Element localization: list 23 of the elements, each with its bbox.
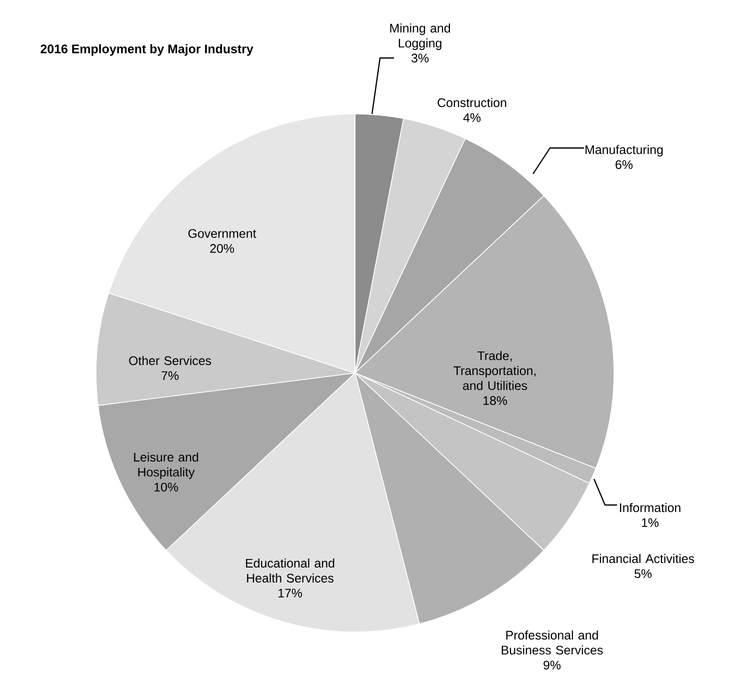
slice-label: Trade, Transportation, and Utilities — [454, 350, 536, 390]
data-label: 9% — [544, 660, 561, 670]
slice-label: Other Services — [129, 356, 212, 366]
data-label: 1% — [642, 518, 659, 528]
slice-label: Financial Activities — [592, 554, 694, 564]
data-label: 17% — [278, 588, 302, 598]
slice-label: Information — [620, 502, 680, 512]
slice-label: Educational and Health Services — [246, 558, 334, 583]
data-label: 5% — [634, 569, 652, 578]
data-label: 10% — [154, 482, 178, 492]
data-label: 3% — [411, 54, 429, 62]
data-label: 7% — [162, 371, 179, 380]
slice-label: Construction — [438, 98, 506, 108]
slice-label: Leisure and Hospitality — [134, 452, 198, 480]
slice-label: Professional and Business Services — [502, 630, 603, 655]
slice-label: Government — [188, 229, 256, 238]
text: 2016 Employment by Major Industry — [40, 44, 254, 56]
data-label: 20% — [210, 244, 234, 253]
data-label: 4% — [463, 113, 481, 122]
data-label: 18% — [484, 396, 508, 405]
data-label: 6% — [616, 160, 633, 170]
slice-label: Mining and Logging — [390, 23, 450, 50]
slice-label: Manufacturing — [586, 144, 663, 157]
